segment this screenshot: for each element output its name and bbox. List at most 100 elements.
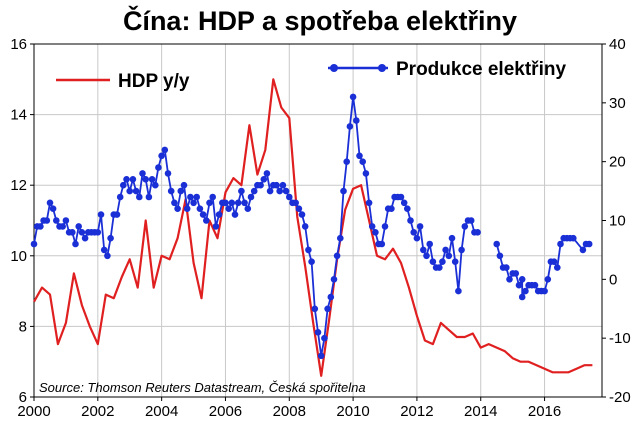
electricity-point	[279, 181, 287, 189]
electricity-point	[104, 252, 111, 260]
electricity-point	[541, 287, 548, 295]
plot-frame	[33, 43, 603, 398]
electricity-point	[187, 193, 194, 201]
electricity-point	[410, 229, 418, 236]
electricity-point	[557, 240, 564, 248]
electricity-point	[212, 223, 220, 230]
electricity-line	[33, 96, 478, 357]
electricity-point	[145, 193, 153, 201]
electricity-point	[518, 293, 526, 301]
electricity-point	[397, 193, 405, 201]
series-gdp	[33, 78, 593, 377]
electricity-point	[503, 264, 510, 271]
electricity-point	[496, 252, 504, 260]
x-tick-label: 2002	[81, 403, 114, 420]
electricity-point	[349, 93, 357, 101]
electricity-point	[81, 234, 89, 242]
electricity-point	[161, 146, 169, 154]
electricity-point	[429, 258, 437, 266]
legend-electricity-marker	[378, 64, 386, 72]
electricity-point	[467, 217, 475, 224]
electricity-point	[368, 223, 376, 230]
electricity-point	[388, 205, 395, 212]
gridlines	[33, 43, 602, 398]
electricity-point	[129, 176, 137, 183]
legend-gdp-label: HDP y/y	[118, 71, 190, 92]
electricity-point	[451, 258, 459, 266]
electricity-point	[215, 211, 223, 218]
electricity-point	[244, 205, 252, 212]
electricity-point	[407, 217, 414, 224]
electricity-point	[378, 240, 386, 248]
electricity-point	[30, 240, 38, 248]
electricity-point	[579, 246, 587, 254]
x-tick-label: 2004	[145, 403, 178, 420]
electricity-point	[286, 193, 293, 201]
y-right-tick-label: -10	[609, 330, 631, 347]
electricity-point	[100, 246, 108, 254]
electricity-point	[222, 199, 229, 207]
electricity-point	[62, 217, 70, 224]
electricity-point	[136, 193, 143, 201]
chart-title: Čína: HDP a spotřeba elektřiny	[123, 5, 517, 36]
electricity-point	[324, 305, 331, 313]
electricity-point	[97, 211, 105, 218]
source-note: Source: Thomson Reuters Datastream, Česk…	[39, 380, 366, 395]
electricity-point	[445, 252, 453, 260]
electricity-point	[506, 276, 513, 283]
electricity-point	[515, 281, 523, 289]
y-right-tick-label: 0	[609, 271, 617, 288]
electricity-point	[266, 187, 274, 195]
electricity-point	[247, 193, 255, 201]
y-left-tick-label: 14	[10, 107, 27, 124]
electricity-point	[333, 252, 341, 260]
electricity-point	[193, 193, 200, 201]
electricity-point	[292, 199, 300, 207]
x-tick-label: 2006	[209, 403, 242, 420]
electricity-point	[183, 205, 191, 212]
electricity-point	[190, 199, 197, 207]
electricity-point	[314, 329, 322, 336]
electricity-point	[69, 229, 76, 236]
gdp-line	[33, 78, 593, 377]
electricity-point	[340, 187, 347, 195]
electricity-point	[142, 176, 149, 183]
electricity-point	[199, 211, 207, 218]
x-tick-label: 2014	[464, 403, 497, 420]
y-right-tick-label: 30	[609, 95, 626, 112]
electricity-point	[474, 229, 481, 236]
electricity-point	[177, 187, 185, 195]
y-left-tick-label: 12	[10, 177, 27, 194]
electricity-point	[420, 246, 427, 254]
electricity-point	[273, 181, 280, 189]
electricity-point	[250, 187, 258, 195]
electricity-point	[298, 211, 306, 218]
electricity-point	[116, 193, 124, 201]
electricity-point	[301, 223, 309, 230]
electricity-point	[49, 205, 57, 212]
electricity-point	[241, 199, 248, 207]
electricity-point	[164, 170, 172, 177]
electricity-point	[356, 152, 363, 160]
electricity-point	[225, 205, 232, 212]
electricity-point	[439, 258, 446, 266]
y-left-tick-label: 8	[19, 318, 27, 335]
y-left-tick-label: 6	[19, 389, 27, 406]
axes: 6 8 10 12 14 16 -20 -10 0 10 20 30 40 2000 2002 2004 200…	[10, 36, 630, 420]
electricity-point	[362, 170, 370, 177]
electricity-point	[448, 234, 456, 242]
electricity-point	[295, 205, 303, 212]
electricity-point	[518, 276, 526, 283]
electricity-point	[372, 229, 379, 236]
electricity-point	[570, 234, 577, 242]
electricity-point	[123, 176, 130, 183]
electricity-point	[493, 240, 501, 248]
electricity-point	[203, 217, 210, 224]
x-tick-label: 2008	[273, 403, 306, 420]
electricity-point	[94, 229, 102, 236]
electricity-point	[550, 258, 558, 266]
electricity-point	[461, 223, 469, 230]
electricity-point	[413, 234, 421, 242]
